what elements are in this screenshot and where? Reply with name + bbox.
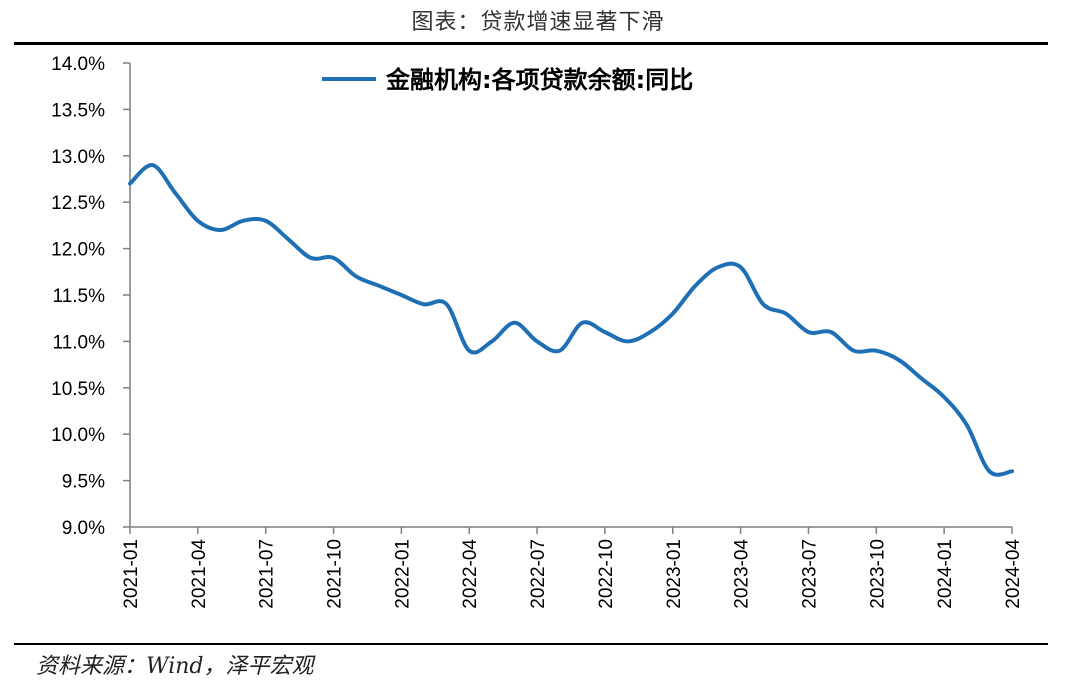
bottom-divider <box>14 643 1048 645</box>
y-tick-label: 10.0% <box>51 425 105 446</box>
y-tick-label: 11.5% <box>53 286 106 307</box>
data-point <box>264 219 268 223</box>
x-axis: 2021-01 2021-04 2021-07 2021-10 2022-01 2022-… <box>121 526 1024 609</box>
data-point <box>490 339 494 343</box>
data-point <box>716 265 720 269</box>
x-tick-label: 2021-10 <box>325 539 346 609</box>
data-point <box>399 293 403 297</box>
data-point <box>332 256 336 260</box>
data-point <box>286 237 290 241</box>
data-point <box>784 312 788 316</box>
data-point <box>897 358 901 362</box>
data-point <box>558 349 562 353</box>
x-tick-label: 2023-01 <box>664 539 685 609</box>
data-point <box>241 219 245 223</box>
x-tick-label: 2024-01 <box>935 539 956 609</box>
y-tick-label: 14.0% <box>51 54 105 75</box>
legend-label: 金融机构:各项贷款余额:同比 <box>385 66 693 94</box>
data-point <box>580 321 584 325</box>
x-tick-label: 2023-07 <box>799 539 820 609</box>
x-tick-label: 2022-01 <box>392 539 413 609</box>
data-point <box>603 330 607 334</box>
data-point <box>309 256 313 260</box>
data-point <box>942 395 946 399</box>
data-point <box>829 330 833 334</box>
series-group <box>128 163 1014 477</box>
data-point <box>806 330 810 334</box>
top-divider <box>14 42 1048 45</box>
y-tick-label: 13.5% <box>51 100 105 121</box>
page-title: 图表：贷款增速显著下滑 <box>411 10 665 35</box>
y-tick-label: 9.0% <box>62 518 105 539</box>
data-point <box>648 330 652 334</box>
x-tick-label: 2022-04 <box>460 539 481 609</box>
data-point <box>626 339 630 343</box>
data-point <box>761 302 765 306</box>
data-point <box>852 349 856 353</box>
series-line <box>128 163 1014 477</box>
y-tick-label: 9.5% <box>62 472 105 493</box>
data-point <box>512 321 516 325</box>
data-point <box>128 182 132 186</box>
data-point <box>739 265 743 269</box>
data-point <box>920 377 924 381</box>
x-tick-label: 2021-01 <box>121 539 142 609</box>
data-point <box>151 163 155 167</box>
data-point <box>965 423 969 427</box>
data-point <box>987 469 991 473</box>
x-tick-label: 2021-07 <box>257 539 278 609</box>
x-tick-label: 2023-04 <box>732 539 753 609</box>
x-tick-label: 2024-04 <box>1003 539 1024 609</box>
legend: 金融机构:各项贷款余额:同比 <box>322 66 693 94</box>
y-tick-label: 12.5% <box>51 193 105 214</box>
data-point <box>422 302 426 306</box>
data-point <box>874 349 878 353</box>
data-point <box>1010 469 1014 473</box>
y-tick-label: 13.0% <box>51 147 105 168</box>
data-point <box>173 191 177 195</box>
data-point <box>467 349 471 353</box>
x-tick-label: 2023-10 <box>867 539 888 609</box>
x-tick-label: 2021-04 <box>189 539 210 609</box>
data-point <box>377 284 381 288</box>
x-tick-label: 2022-07 <box>528 539 549 609</box>
data-point <box>354 274 358 278</box>
source-note: 资料来源：Wind，泽平宏观 <box>36 654 314 679</box>
data-point <box>693 284 697 288</box>
y-tick-label: 10.5% <box>51 379 105 400</box>
y-axis: 9.0% 9.5% 10.0% 10.5% 11.0% 11.5% 12.0% 12.5% 13… <box>51 54 131 539</box>
data-point <box>445 302 449 306</box>
data-point <box>196 219 200 223</box>
data-point <box>535 339 539 343</box>
y-tick-label: 12.0% <box>51 240 105 261</box>
y-tick-label: 11.0% <box>53 332 106 353</box>
data-point <box>218 228 222 232</box>
x-tick-label: 2022-10 <box>596 539 617 609</box>
data-point <box>671 312 675 316</box>
